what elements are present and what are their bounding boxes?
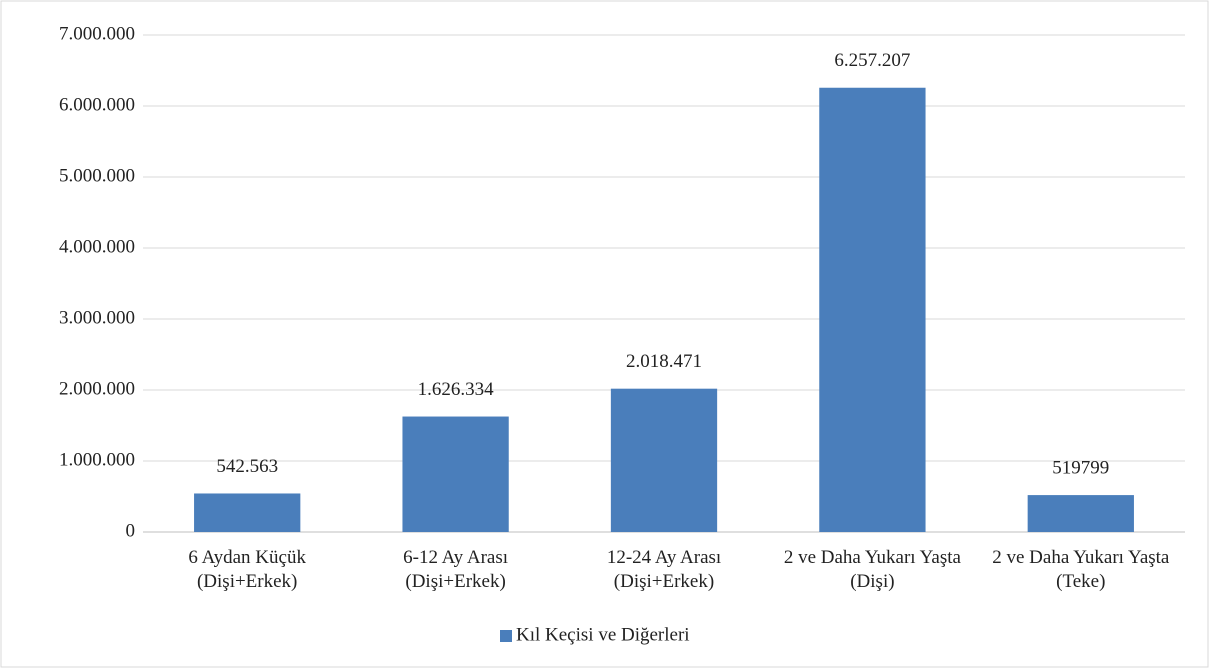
- bar: [610, 388, 718, 532]
- bar: [819, 87, 926, 532]
- y-tick-label: 3.000.000: [59, 307, 135, 328]
- data-label: 2.018.471: [626, 351, 702, 372]
- data-label: 1.626.334: [418, 379, 495, 400]
- y-tick-label: 2.000.000: [59, 378, 135, 399]
- y-tick-label: 4.000.000: [59, 236, 135, 257]
- y-tick-label: 5.000.000: [59, 165, 135, 186]
- y-tick-label: 7.000.000: [59, 23, 135, 44]
- legend-label: Kıl Keçisi ve Diğerleri: [516, 624, 690, 645]
- y-tick-label: 1.000.000: [59, 449, 135, 470]
- bar: [1027, 495, 1134, 532]
- data-label: 542.563: [216, 456, 278, 477]
- x-tick-label: 6-12 Ay Arası (Dişi+Erkek): [403, 547, 509, 592]
- y-tick-label: 6.000.000: [59, 94, 135, 115]
- y-tick-label: 0: [126, 520, 136, 541]
- x-tick-label: 2 ve Daha Yukarı Yaşta (Dişi): [783, 547, 961, 592]
- data-label: 6.257.207: [834, 50, 910, 71]
- bar: [194, 493, 301, 532]
- x-tick-label: 2 ve Daha Yukarı Yaşta (Teke): [992, 547, 1170, 592]
- bar: [402, 416, 509, 532]
- data-label: 519799: [1052, 457, 1109, 478]
- x-tick-label: 12-24 Ay Arası (Dişi+Erkek): [606, 547, 722, 592]
- legend-swatch: [500, 630, 512, 642]
- x-tick-label: 6 Aydan Küçük (Dişi+Erkek): [188, 547, 306, 592]
